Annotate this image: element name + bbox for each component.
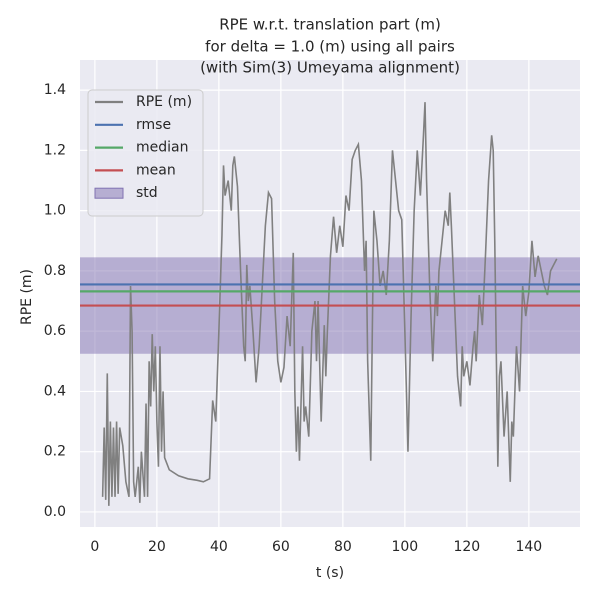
x-tick-label: 80 <box>334 539 352 555</box>
legend-label: rmse <box>136 117 171 133</box>
legend-box <box>87 89 204 217</box>
y-tick-label: 1.4 <box>44 82 66 98</box>
chart-title: (with Sim(3) Umeyama alignment) <box>200 59 460 77</box>
x-tick-label: 0 <box>90 539 99 555</box>
legend-swatch <box>94 187 124 199</box>
x-tick-label: 40 <box>210 539 228 555</box>
y-tick-label: 0.0 <box>44 504 66 520</box>
x-axis-label: t (s) <box>316 565 344 581</box>
chart-title: for delta = 1.0 (m) using all pairs <box>205 38 455 56</box>
y-tick-label: 0.8 <box>44 263 66 279</box>
legend-label: mean <box>136 162 176 178</box>
x-tick-label: 140 <box>515 539 542 555</box>
y-tick-label: 1.0 <box>44 203 66 219</box>
data-line <box>101 102 558 506</box>
x-tick-label: 120 <box>453 539 480 555</box>
y-tick-label: 0.4 <box>44 383 66 399</box>
legend-label: RPE (m) <box>136 94 192 110</box>
x-tick-label: 20 <box>148 539 166 555</box>
y-tick-label: 1.2 <box>44 142 66 158</box>
y-axis-label: RPE (m) <box>19 269 35 325</box>
y-tick-label: 0.2 <box>44 444 66 460</box>
x-tick-label: 100 <box>391 539 418 555</box>
legend-label: std <box>136 185 158 201</box>
y-tick-label: 0.6 <box>44 323 66 339</box>
legend-label: median <box>136 140 188 156</box>
chart-title: RPE w.r.t. translation part (m) <box>219 16 441 34</box>
x-tick-label: 60 <box>272 539 290 555</box>
